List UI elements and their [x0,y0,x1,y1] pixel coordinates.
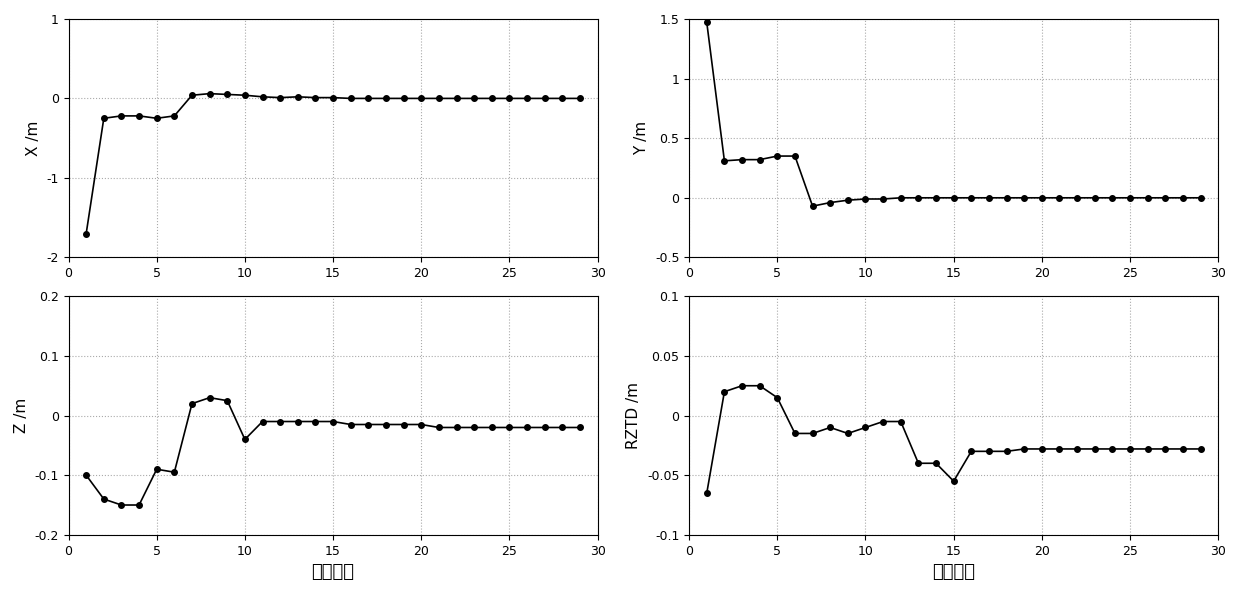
X-axis label: 迭代次数: 迭代次数 [311,563,355,581]
Y-axis label: RZTD /m: RZTD /m [626,382,641,449]
Y-axis label: X /m: X /m [26,120,41,156]
Y-axis label: Y /m: Y /m [635,121,650,155]
Y-axis label: Z /m: Z /m [14,398,29,433]
X-axis label: 迭代次数: 迭代次数 [932,563,975,581]
